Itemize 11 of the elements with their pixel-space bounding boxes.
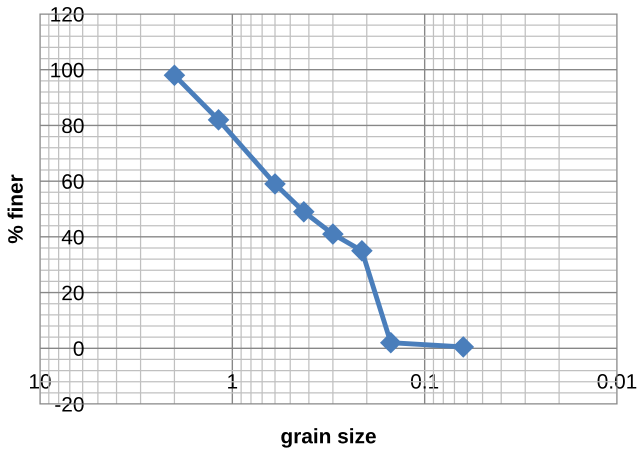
y-tick-label: 120 (51, 7, 84, 22)
y-tick-label: -20 (55, 397, 84, 412)
y-tick-label: 20 (62, 286, 84, 300)
y-tick-label: 0 (74, 341, 84, 356)
y-tick-label: 100 (51, 62, 84, 78)
y-tick-label: 60 (62, 174, 84, 189)
y-tick-label: 40 (62, 230, 84, 245)
x-axis-title: grain size (281, 428, 376, 448)
y-axis-title: % finer (8, 174, 23, 244)
y-tick-label: 80 (62, 118, 84, 134)
x-tick-label: 1 (228, 374, 238, 389)
